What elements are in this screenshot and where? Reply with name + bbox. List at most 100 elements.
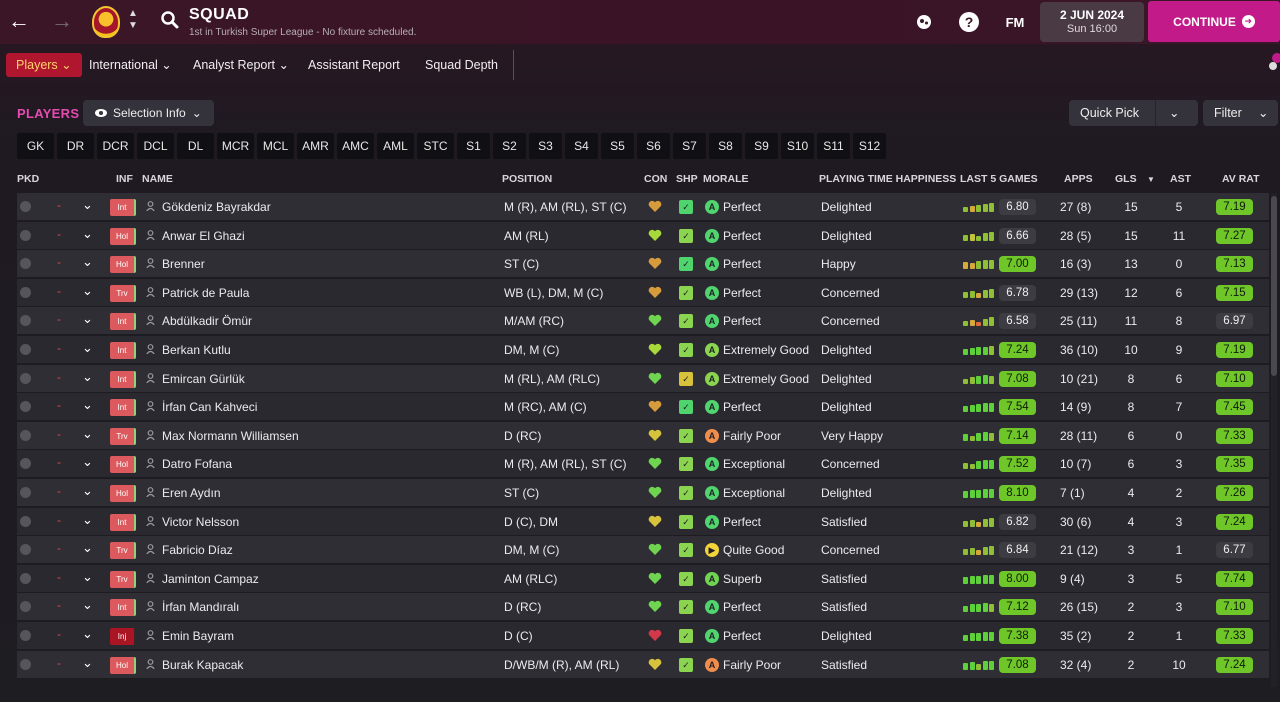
chevron-down-icon[interactable]: ⌄ [82,225,93,241]
position-tab-s9[interactable]: S9 [745,133,778,159]
position-tab-gk[interactable]: GK [17,133,54,159]
picked-indicator-icon[interactable] [20,201,31,212]
table-row[interactable]: - ⌄ Trv Fabricio Díaz DM, M (C) ✓ ▶ Quite Good C… [17,536,1269,565]
picked-indicator-icon[interactable] [20,487,31,498]
info-badge[interactable]: Int [110,313,136,331]
col-pkd[interactable]: PKD [17,173,40,185]
tab-analyst-report[interactable]: Analyst Report ⌄ [193,58,289,72]
tab-international[interactable]: International ⌄ [89,58,172,72]
table-row[interactable]: - ⌄ Int İrfan Can Kahveci M (RC), AM (C) ✓ A Pe… [17,393,1269,422]
col-name[interactable]: NAME [142,173,173,185]
help-icon[interactable]: ? [959,12,979,32]
position-tab-s1[interactable]: S1 [457,133,490,159]
position-tab-dr[interactable]: DR [57,133,94,159]
table-row[interactable]: - ⌄ Hol Brenner ST (C) ✓ A Perfect Happy 7.00 16 (… [17,250,1269,279]
picked-indicator-icon[interactable] [20,601,31,613]
tab-players[interactable]: Players ⌄ [6,53,82,77]
col-position[interactable]: POSITION [502,173,553,185]
table-row[interactable]: - ⌄ Hol Anwar El Ghazi AM (RL) ✓ A Perfect Delig… [17,221,1269,250]
player-name[interactable]: İrfan Can Kahveci [162,400,258,415]
chevron-down-icon[interactable]: ⌄ [82,540,93,556]
info-badge[interactable]: Hol [110,456,136,474]
table-row[interactable]: - ⌄ Int Victor Nelsson D (C), DM ✓ A Perfect Sat… [17,507,1269,536]
position-tab-dcl[interactable]: DCL [137,133,174,159]
chevron-down-icon[interactable]: ⌄ [82,483,93,498]
position-tab-s2[interactable]: S2 [493,133,526,159]
player-name[interactable]: Jaminton Campaz [162,571,259,586]
picked-indicator-icon[interactable] [20,515,31,527]
chevron-down-icon[interactable]: ⌄ [82,425,93,441]
table-row[interactable]: - ⌄ Trv Patrick de Paula WB (L), DM, M (C) ✓ A… [17,278,1269,307]
player-name[interactable]: Emircan Gürlük [162,371,245,386]
col-ast[interactable]: AST [1170,173,1191,185]
picked-indicator-icon[interactable] [20,544,31,556]
position-tab-amr[interactable]: AMR [297,133,334,159]
chevron-down-icon[interactable]: ⌄ [82,340,93,355]
table-row[interactable]: - ⌄ Int Berkan Kutlu DM, M (C) ✓ A Extremely Go… [17,336,1269,364]
player-name[interactable]: Victor Nelsson [162,514,240,529]
forward-arrow-icon[interactable]: → [51,8,73,33]
info-badge[interactable]: Trv [110,427,136,445]
info-badge[interactable]: Inj [110,628,136,645]
position-tab-s6[interactable]: S6 [637,133,670,159]
position-tab-s12[interactable]: S12 [853,133,886,159]
col-inf[interactable]: INF [116,173,133,185]
picked-indicator-icon[interactable] [20,229,31,241]
picked-indicator-icon[interactable] [20,572,31,584]
picked-indicator-icon[interactable] [20,315,31,327]
chevron-down-icon[interactable]: ⌄ [82,197,93,212]
col-last5[interactable]: LAST 5 GAMES [960,173,1038,185]
scrollbar-thumb[interactable] [1271,196,1277,376]
info-badge[interactable]: Int [110,513,136,531]
picked-indicator-icon[interactable] [20,286,31,298]
info-badge[interactable]: Trv [110,570,136,588]
player-name[interactable]: Burak Kapacak [162,657,244,672]
position-tab-mcr[interactable]: MCR [217,133,254,159]
table-row[interactable]: - ⌄ Int Gökdeniz Bayrakdar M (R), AM (RL), S… [17,193,1269,221]
table-row[interactable]: - ⌄ Trv Max Normann Williamsen D (RC) ✓ A Fairl… [17,421,1269,450]
info-badge[interactable]: Hol [110,256,136,274]
player-name[interactable]: Abdülkadir Ömür [162,314,253,329]
chevron-down-icon[interactable]: ⌄ [82,626,93,641]
chevron-down-icon[interactable]: ⌄ [82,397,93,413]
position-tab-mcl[interactable]: MCL [257,133,294,159]
info-badge[interactable]: Int [110,599,136,617]
table-row[interactable]: - ⌄ Int Abdülkadir Ömür M/AM (RC) ✓ A Perfect Co… [17,307,1269,336]
picked-indicator-icon[interactable] [20,401,31,413]
picked-indicator-icon[interactable] [20,372,31,384]
table-row[interactable]: - ⌄ Int Emircan Gürlük M (RL), AM (RLC) ✓ A Ext… [17,364,1269,393]
info-badge[interactable]: Hol [110,656,136,674]
filter-button[interactable]: Filter ⌄ [1203,100,1278,126]
player-name[interactable]: Brenner [162,257,205,272]
position-tab-dl[interactable]: DL [177,133,214,159]
quick-pick-button[interactable]: Quick Pick ⌄ [1069,100,1198,126]
picked-indicator-icon[interactable] [20,429,31,441]
player-name[interactable]: Anwar El Ghazi [162,228,245,243]
table-scrollbar[interactable] [1271,193,1277,687]
tab-squad-depth[interactable]: Squad Depth [425,58,498,72]
player-name[interactable]: Berkan Kutlu [162,343,231,357]
position-tab-s11[interactable]: S11 [817,133,850,159]
selection-info-button[interactable]: Selection Info ⌄ [83,100,214,126]
picked-indicator-icon[interactable] [20,344,31,355]
table-row[interactable]: - ⌄ Hol Burak Kapacak D/WB/M (R), AM (RL) ✓ A F… [17,650,1269,679]
info-badge[interactable]: Int [110,199,136,216]
position-tab-s5[interactable]: S5 [601,133,634,159]
col-con[interactable]: CON [644,173,668,185]
position-tab-s7[interactable]: S7 [673,133,706,159]
info-badge[interactable]: Trv [110,284,136,302]
info-badge[interactable]: Int [110,370,136,388]
chevron-down-icon[interactable]: ⌄ [82,511,93,527]
player-name[interactable]: Fabricio Díaz [162,543,233,558]
table-row[interactable]: - ⌄ Inj Emin Bayram D (C) ✓ A Perfect Delighted 7… [17,622,1269,650]
player-name[interactable]: İrfan Mandıralı [162,600,240,615]
position-tab-s4[interactable]: S4 [565,133,598,159]
col-shp[interactable]: SHP [676,173,698,185]
position-tab-amc[interactable]: AMC [337,133,374,159]
quick-pick-dropdown-icon[interactable]: ⌄ [1169,106,1180,120]
table-row[interactable]: - ⌄ Int İrfan Mandıralı D (RC) ✓ A Perfect Satis… [17,593,1269,622]
fm-logo-icon[interactable]: FM [1005,14,1025,30]
notification-icon[interactable] [1265,52,1280,72]
player-name[interactable]: Max Normann Williamsen [162,428,299,443]
player-name[interactable]: Gökdeniz Bayrakdar [162,200,271,214]
